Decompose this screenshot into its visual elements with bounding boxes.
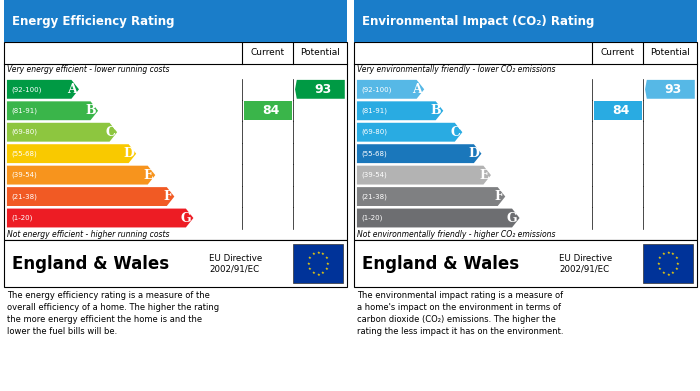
Bar <box>4 240 346 287</box>
Text: EU Directive
2002/91/EC: EU Directive 2002/91/EC <box>209 254 262 274</box>
Text: F: F <box>494 190 503 203</box>
Polygon shape <box>7 208 193 228</box>
Text: F: F <box>163 190 172 203</box>
Bar <box>354 42 696 240</box>
Text: (21-38): (21-38) <box>361 193 387 200</box>
Text: England & Wales: England & Wales <box>12 255 169 273</box>
Text: ★: ★ <box>666 251 670 255</box>
Polygon shape <box>357 208 519 228</box>
Text: Current: Current <box>601 48 635 57</box>
Bar <box>354 0 696 42</box>
Text: (39-54): (39-54) <box>11 172 37 178</box>
Text: E: E <box>480 169 489 181</box>
Text: (92-100): (92-100) <box>11 86 41 93</box>
Polygon shape <box>357 101 443 120</box>
Text: Environmental Impact (CO₂) Rating: Environmental Impact (CO₂) Rating <box>362 14 594 28</box>
Text: ★: ★ <box>658 267 662 271</box>
Text: ★: ★ <box>316 273 320 277</box>
Polygon shape <box>7 101 98 120</box>
Text: (55-68): (55-68) <box>11 151 37 157</box>
Polygon shape <box>7 187 174 206</box>
Text: G: G <box>507 212 517 224</box>
Text: ★: ★ <box>657 262 661 266</box>
Text: 93: 93 <box>315 83 332 96</box>
Polygon shape <box>594 101 642 120</box>
Polygon shape <box>357 187 505 206</box>
Polygon shape <box>244 101 292 120</box>
Text: ★: ★ <box>312 271 315 275</box>
Text: ★: ★ <box>321 271 325 275</box>
Polygon shape <box>7 123 117 142</box>
Text: D: D <box>468 147 480 160</box>
Text: C: C <box>450 126 461 139</box>
Polygon shape <box>357 166 491 185</box>
Text: Potential: Potential <box>300 48 340 57</box>
Bar <box>643 244 693 283</box>
Text: ★: ★ <box>675 256 678 260</box>
Text: B: B <box>85 104 96 117</box>
Text: ★: ★ <box>658 256 662 260</box>
Text: ★: ★ <box>666 273 670 277</box>
Text: ★: ★ <box>662 253 665 256</box>
Polygon shape <box>645 80 695 99</box>
Text: (69-80): (69-80) <box>11 129 37 135</box>
Text: 84: 84 <box>612 104 630 117</box>
Polygon shape <box>7 144 136 163</box>
Text: ★: ★ <box>662 271 665 275</box>
Text: England & Wales: England & Wales <box>362 255 519 273</box>
Text: ★: ★ <box>671 271 675 275</box>
Text: ★: ★ <box>321 253 325 256</box>
Bar <box>293 244 343 283</box>
Text: 93: 93 <box>665 83 682 96</box>
Text: The energy efficiency rating is a measure of the
overall efficiency of a home. T: The energy efficiency rating is a measur… <box>7 291 219 336</box>
Polygon shape <box>357 144 482 163</box>
Text: The environmental impact rating is a measure of
a home's impact on the environme: The environmental impact rating is a mea… <box>357 291 564 336</box>
Text: Energy Efficiency Rating: Energy Efficiency Rating <box>12 14 174 28</box>
Text: Not environmentally friendly - higher CO₂ emissions: Not environmentally friendly - higher CO… <box>357 230 555 239</box>
Text: (81-91): (81-91) <box>11 108 37 114</box>
Text: ★: ★ <box>307 262 311 266</box>
Text: (39-54): (39-54) <box>361 172 387 178</box>
Polygon shape <box>295 80 345 99</box>
Text: D: D <box>123 147 134 160</box>
Text: (1-20): (1-20) <box>361 215 382 221</box>
Text: ★: ★ <box>308 256 312 260</box>
Text: ★: ★ <box>312 253 315 256</box>
Text: G: G <box>181 212 191 224</box>
Text: 84: 84 <box>262 104 280 117</box>
Bar <box>4 42 346 240</box>
Polygon shape <box>357 80 424 99</box>
Text: Current: Current <box>251 48 285 57</box>
Text: ★: ★ <box>316 251 320 255</box>
Polygon shape <box>7 166 155 185</box>
Text: C: C <box>105 126 115 139</box>
Text: (1-20): (1-20) <box>11 215 32 221</box>
Text: A: A <box>67 83 77 96</box>
Text: ★: ★ <box>325 256 328 260</box>
Text: ★: ★ <box>326 262 330 266</box>
Text: (69-80): (69-80) <box>361 129 387 135</box>
Text: ★: ★ <box>325 267 328 271</box>
Bar <box>4 0 346 42</box>
Text: (21-38): (21-38) <box>11 193 37 200</box>
Text: Very energy efficient - lower running costs: Very energy efficient - lower running co… <box>7 65 169 74</box>
Text: B: B <box>430 104 441 117</box>
Text: A: A <box>412 83 422 96</box>
Text: ★: ★ <box>676 262 680 266</box>
Text: Not energy efficient - higher running costs: Not energy efficient - higher running co… <box>7 230 169 239</box>
Text: ★: ★ <box>675 267 678 271</box>
Text: E: E <box>144 169 153 181</box>
Text: Very environmentally friendly - lower CO₂ emissions: Very environmentally friendly - lower CO… <box>357 65 555 74</box>
Polygon shape <box>357 123 463 142</box>
Text: ★: ★ <box>308 267 312 271</box>
Text: Potential: Potential <box>650 48 690 57</box>
Polygon shape <box>7 80 79 99</box>
Bar <box>354 240 696 287</box>
Text: (81-91): (81-91) <box>361 108 387 114</box>
Text: (55-68): (55-68) <box>361 151 387 157</box>
Text: ★: ★ <box>671 253 675 256</box>
Text: EU Directive
2002/91/EC: EU Directive 2002/91/EC <box>559 254 612 274</box>
Text: (92-100): (92-100) <box>361 86 391 93</box>
